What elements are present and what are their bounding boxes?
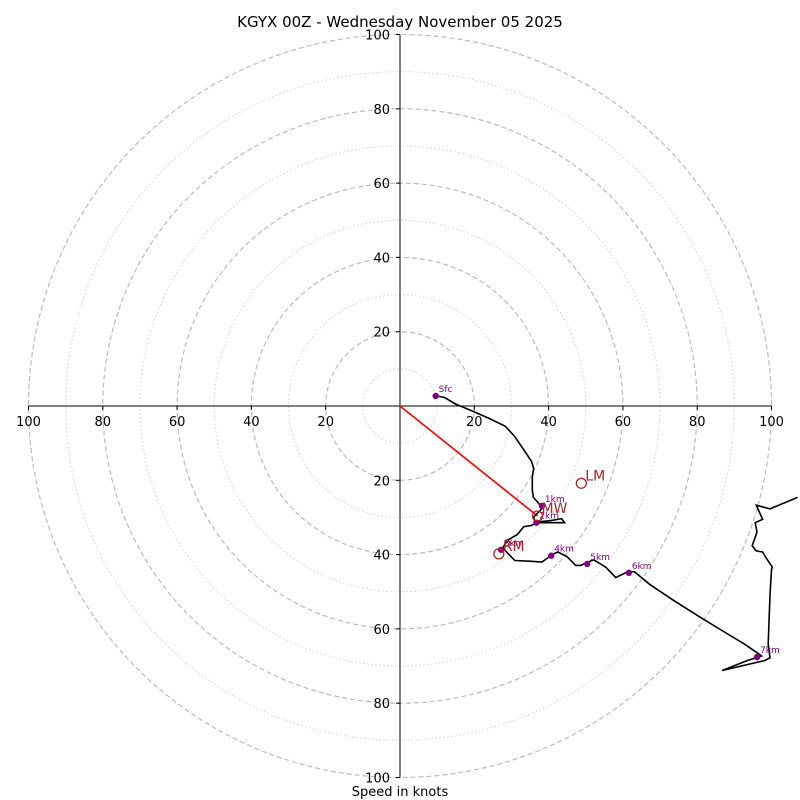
y-tick-labels: 100 80 60 40 20 20 40 60 80 100: [365, 29, 400, 787]
height-label-6km: 6km: [632, 562, 652, 572]
y-tick-label: 60: [373, 623, 390, 638]
height-point-5km: [584, 560, 591, 568]
marker-lm: [575, 477, 587, 489]
x-tick-label: 100: [759, 415, 784, 430]
height-label-4km: 4km: [554, 545, 574, 555]
hodograph-trace: [436, 395, 798, 672]
marker-rm: [493, 548, 505, 560]
chart-title: KGYX 00Z - Wednesday November 05 2025: [237, 13, 563, 31]
shear-vector-line: [399, 405, 538, 517]
marker-label-lm: LM: [585, 468, 605, 484]
y-tick-label: 20: [373, 474, 390, 489]
height-point-4km: [548, 552, 555, 559]
plot-area: Sfc 1km 2km 3km 4km 5km 6km 7km LM MW RM: [399, 385, 798, 672]
height-markers: Sfc 1km 2km 3km 4km 5km 6km 7km: [432, 385, 780, 661]
marker-label-mw: MW: [541, 501, 567, 517]
x-tick-label: 20: [317, 415, 334, 430]
y-tick-label: 40: [373, 549, 390, 564]
height-label-7km: 7km: [760, 646, 780, 656]
marker-mw: [531, 510, 544, 522]
height-point-7km: [753, 653, 761, 661]
x-tick-label: 80: [689, 415, 706, 430]
y-tick-label: 40: [373, 251, 390, 266]
height-label-3km: 3km: [504, 539, 524, 549]
x-axis-label: Speed in knots: [352, 785, 449, 800]
y-tick-label: 60: [373, 177, 390, 192]
y-tick-label: 80: [373, 103, 390, 118]
x-tick-label: 60: [615, 415, 632, 430]
height-label-sfc: Sfc: [439, 385, 453, 395]
x-tick-label: 60: [169, 415, 186, 430]
x-tick-labels: 100 80 60 40 20 20 40 60 80 100: [16, 406, 784, 430]
marker-label-rm: RM: [503, 539, 525, 555]
height-label-1km: 1km: [545, 495, 565, 505]
x-tick-label: 80: [95, 415, 112, 430]
height-point-6km: [625, 569, 633, 577]
y-tick-label: 100: [365, 772, 390, 787]
x-tick-label: 40: [540, 415, 557, 430]
height-label-2km: 2km: [539, 512, 559, 522]
height-point-1km: [538, 502, 546, 510]
y-tick-label: 80: [373, 697, 390, 712]
y-tick-label: 100: [365, 29, 390, 44]
storm-motion-markers: LM MW RM: [493, 468, 605, 560]
height-label-5km: 5km: [590, 553, 610, 563]
x-tick-label: 100: [16, 415, 41, 430]
x-tick-label: 20: [466, 415, 483, 430]
y-tick-label: 20: [373, 326, 390, 341]
x-tick-label: 40: [243, 415, 260, 430]
height-point-sfc: [432, 392, 439, 400]
